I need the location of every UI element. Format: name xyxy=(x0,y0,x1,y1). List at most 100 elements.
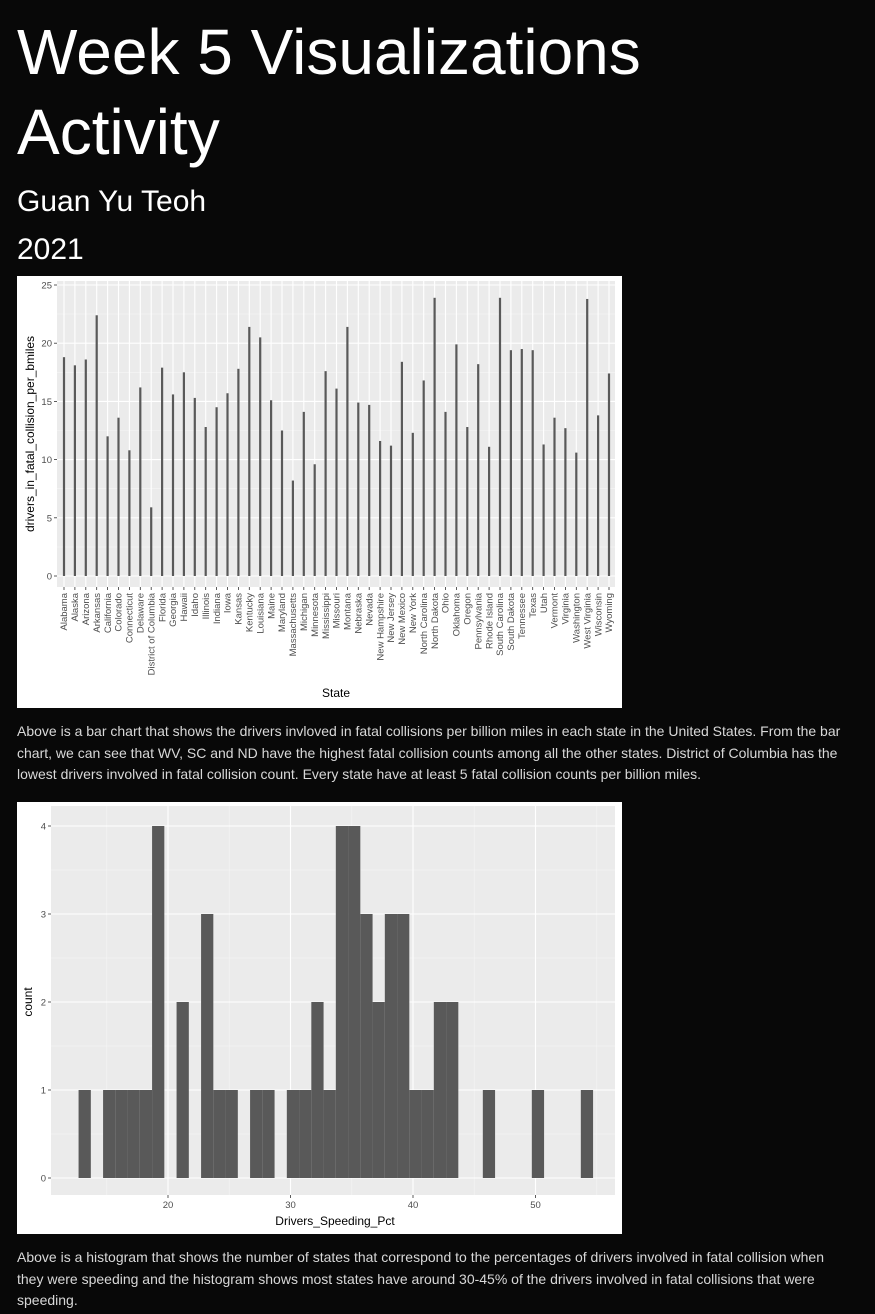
y-tick-label: 5 xyxy=(47,513,52,524)
x-tick-label: South Dakota xyxy=(506,592,517,650)
histogram-bar xyxy=(250,1090,263,1178)
y-tick-label: 1 xyxy=(41,1086,46,1097)
x-tick-label: 40 xyxy=(408,1200,419,1211)
y-tick-label: 25 xyxy=(41,281,52,292)
x-tick-label: North Dakota xyxy=(430,592,441,649)
x-tick-label: Colorado xyxy=(114,593,125,632)
histogram-bar xyxy=(311,1002,324,1178)
state-bar xyxy=(389,445,393,576)
bar-chart-description: Above is a bar chart that shows the driv… xyxy=(17,723,841,782)
histogram-bar xyxy=(213,1090,226,1178)
y-tick-label: 2 xyxy=(41,998,46,1009)
x-tick-label: Oklahoma xyxy=(452,592,463,636)
state-bar xyxy=(575,452,578,576)
x-tick-label: Arizona xyxy=(81,592,92,625)
histogram-bar xyxy=(139,1090,153,1178)
state-bar xyxy=(553,417,556,576)
page-title: Week 5 Visualizations Activity xyxy=(17,16,641,168)
x-tick-label: 20 xyxy=(163,1200,174,1211)
histogram-bar xyxy=(360,914,373,1178)
state-bar xyxy=(215,407,218,576)
x-tick-label: Hawaii xyxy=(179,593,190,622)
publication-year: 2021 xyxy=(17,233,84,266)
state-bar xyxy=(422,380,425,576)
bar-chart-svg: 0 5 10 15 20 25 Alabama Alaska Arizona Arkansas Ca… xyxy=(23,281,615,701)
state-bar xyxy=(62,357,66,576)
state-bar xyxy=(313,464,316,576)
state-bar xyxy=(95,315,98,576)
x-tick-label: Rhode Island xyxy=(484,593,495,649)
state-bar xyxy=(226,393,229,576)
histogram-bar xyxy=(103,1090,116,1178)
state-bar xyxy=(466,427,469,576)
state-bar xyxy=(150,507,153,576)
x-tick-label: Wyoming xyxy=(604,593,615,633)
x-tick-label: Florida xyxy=(157,592,168,622)
histogram-bar xyxy=(127,1090,140,1178)
histogram-bar xyxy=(176,1002,189,1178)
histogram-bar xyxy=(225,1090,238,1178)
x-tick-label: Illinois xyxy=(201,593,212,620)
y-tick-label: 0 xyxy=(47,572,52,583)
histogram-bar xyxy=(421,1090,434,1178)
histogram-bar xyxy=(115,1090,128,1178)
histogram-bar xyxy=(323,1090,336,1178)
x-tick-label: Pennsylvania xyxy=(473,592,484,649)
state-bar xyxy=(346,326,349,576)
author-name: Guan Yu Teoh xyxy=(17,185,207,218)
y-tick-label: 10 xyxy=(41,455,52,466)
state-bar-chart: 0 5 10 15 20 25 Alabama Alaska Arizona Arkansas Ca… xyxy=(17,276,622,708)
x-tick-label: District of Columbia xyxy=(146,592,157,675)
x-tick-label: Minnesota xyxy=(310,592,321,637)
state-bar xyxy=(400,361,403,576)
x-tick-label: North Carolina xyxy=(419,592,430,654)
x-tick-label: New Mexico xyxy=(397,593,408,645)
state-bar xyxy=(193,397,196,576)
x-tick-label: Delaware xyxy=(136,593,147,633)
x-tick-label: Louisiana xyxy=(255,592,266,633)
x-tick-label: Maryland xyxy=(277,593,288,632)
x-tick-label: Idaho xyxy=(190,593,201,617)
x-tick-label: Virginia xyxy=(561,592,572,624)
x-tick-label: Kentucky xyxy=(245,593,256,632)
histogram-bar xyxy=(446,1002,459,1178)
histogram-svg: 0 1 2 3 4 20 30 40 50 Drivers_Speeding_Pct count xyxy=(21,806,615,1228)
state-bar xyxy=(433,297,436,576)
y-axis-title: count xyxy=(21,987,35,1017)
x-tick-label: 30 xyxy=(285,1200,296,1211)
state-bar xyxy=(161,367,164,576)
histogram-bar xyxy=(335,826,349,1178)
x-tick-label: California xyxy=(103,592,114,633)
y-tick-label: 3 xyxy=(41,910,46,921)
histogram-bar xyxy=(409,1090,422,1178)
histogram-bar xyxy=(397,914,410,1178)
x-tick-label: Washington xyxy=(572,593,583,643)
x-tick-label: Iowa xyxy=(223,592,234,613)
state-bar xyxy=(357,402,360,576)
state-bar xyxy=(542,444,545,576)
state-bar xyxy=(335,388,338,576)
state-bar xyxy=(248,326,251,576)
state-bar xyxy=(302,411,305,576)
state-bar xyxy=(564,428,567,576)
x-tick-label: Tennessee xyxy=(517,593,528,639)
histogram-bar xyxy=(201,914,214,1178)
state-bar xyxy=(204,427,207,576)
state-bar xyxy=(488,446,491,576)
state-bar xyxy=(182,372,185,576)
histogram-bar xyxy=(152,826,165,1178)
state-bar xyxy=(270,400,273,576)
state-bar xyxy=(117,417,120,576)
x-tick-label: Texas xyxy=(528,593,539,618)
histogram-bar xyxy=(433,1002,447,1178)
x-tick-label: Alabama xyxy=(59,592,70,630)
x-tick-label: Utah xyxy=(539,593,550,613)
x-tick-label: Mississippi xyxy=(321,593,332,639)
state-bar xyxy=(259,337,262,576)
x-tick-label: South Carolina xyxy=(495,592,506,656)
x-tick-label: Massachusetts xyxy=(288,593,299,657)
histogram-bar xyxy=(482,1090,496,1178)
x-tick-label: Ohio xyxy=(441,593,452,613)
x-tick-label: Georgia xyxy=(168,592,179,627)
state-bar xyxy=(237,368,240,576)
